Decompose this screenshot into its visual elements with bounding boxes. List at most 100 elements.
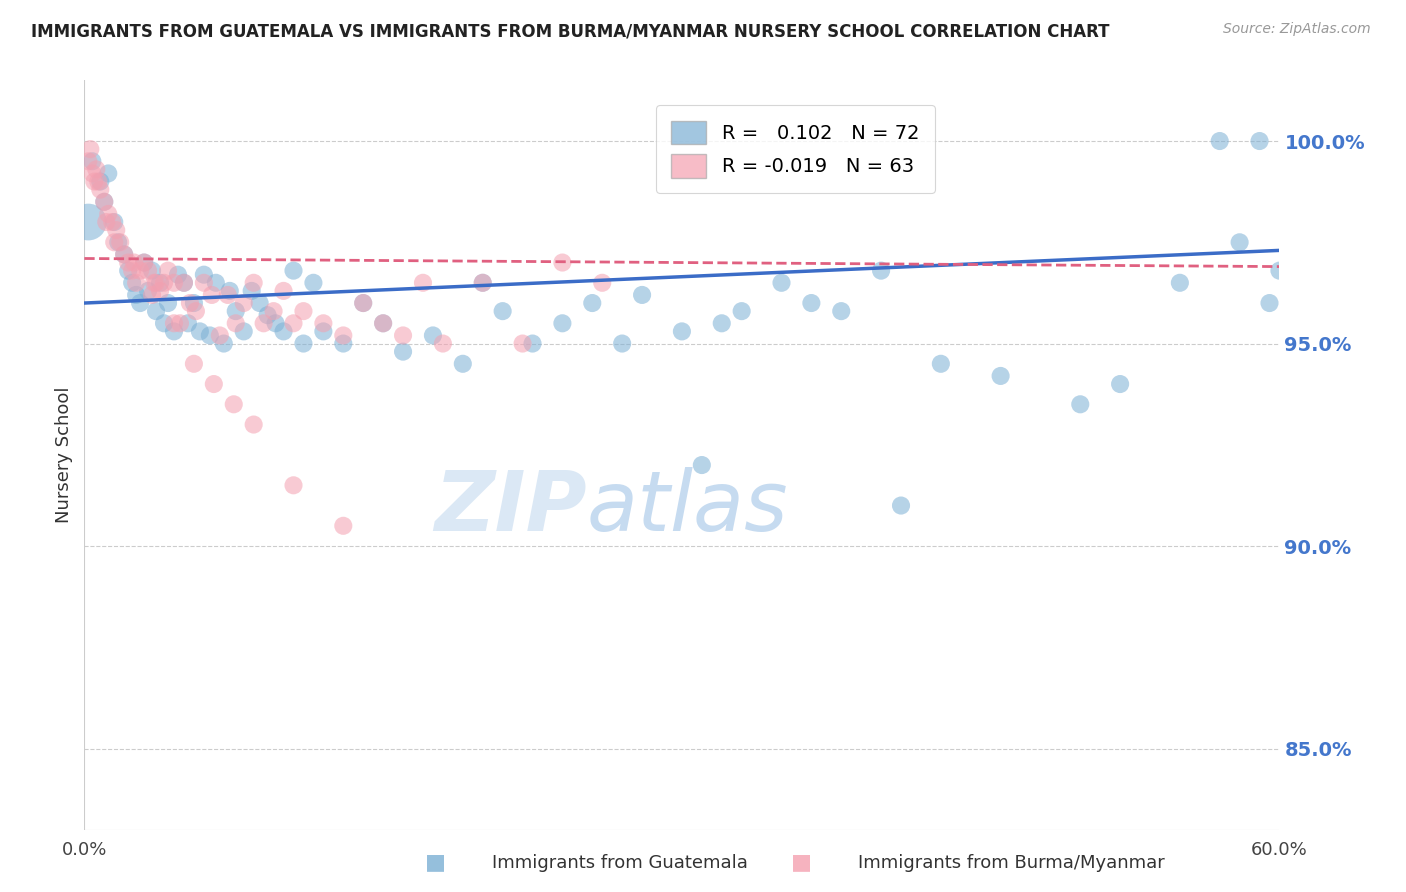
Point [612,336,634,351]
Point [103,235,125,250]
Point [671,325,693,339]
Point [551,255,574,269]
Point [522,336,544,351]
Point [167,268,190,282]
Point [184,304,207,318]
Text: Source: ZipAtlas.com: Source: ZipAtlas.com [1223,22,1371,37]
Point [208,328,231,343]
Point [332,336,354,351]
Point [392,344,415,359]
Point [1268,263,1291,277]
Point [710,316,733,330]
Point [225,304,247,318]
Point [332,328,354,343]
Point [1229,235,1251,250]
Point [149,276,172,290]
Point [283,316,305,330]
Point [256,308,278,322]
Point [145,304,167,318]
Point [292,336,315,351]
Point [183,357,205,371]
Text: Immigrants from Burma/Myanmar: Immigrants from Burma/Myanmar [858,855,1164,872]
Point [492,304,515,318]
Point [173,276,195,290]
Point [77,215,100,229]
Point [103,215,125,229]
Point [242,276,264,290]
Point [117,263,139,277]
Point [1109,377,1132,392]
Text: ■: ■ [426,853,446,872]
Point [188,325,211,339]
Point [82,166,104,180]
Point [121,263,143,277]
Point [153,316,176,330]
Point [249,296,271,310]
Point [93,194,115,209]
Point [890,499,912,513]
Point [312,325,335,339]
Point [157,263,180,277]
Point [451,357,474,371]
Text: IMMIGRANTS FROM GUATEMALA VS IMMIGRANTS FROM BURMA/MYANMAR NURSERY SCHOOL CORREL: IMMIGRANTS FROM GUATEMALA VS IMMIGRANTS … [31,22,1109,40]
Point [800,296,823,310]
Point [179,296,201,310]
Point [212,336,235,351]
Point [1258,296,1281,310]
Point [141,263,163,277]
Point [83,175,105,189]
Point [79,142,101,156]
Point [422,328,444,343]
Point [240,284,263,298]
Point [121,276,143,290]
Point [217,288,239,302]
Legend: R =   0.102   N = 72, R = -0.019   N = 63: R = 0.102 N = 72, R = -0.019 N = 63 [657,105,935,194]
Point [169,316,191,330]
Point [830,304,852,318]
Point [870,263,893,277]
Point [232,325,254,339]
Point [157,296,180,310]
Text: atlas: atlas [586,467,787,548]
Point [232,296,254,310]
Text: ■: ■ [792,853,811,872]
Point [136,284,159,298]
Point [89,183,111,197]
Point [129,296,152,310]
Point [253,316,276,330]
Point [352,296,374,310]
Point [222,397,245,411]
Point [302,276,325,290]
Point [163,325,186,339]
Point [183,296,205,310]
Point [193,268,215,282]
Point [82,154,104,169]
Point [105,223,128,237]
Point [145,276,167,290]
Point [177,316,200,330]
Point [141,288,163,302]
Point [352,296,374,310]
Point [107,235,129,250]
Point [86,162,108,177]
Point [143,276,166,290]
Point [1168,276,1191,290]
Point [770,276,793,290]
Point [631,288,654,302]
Point [201,288,224,302]
Point [283,263,305,277]
Point [218,284,240,298]
Point [97,166,120,180]
Point [225,316,247,330]
Point [273,284,295,298]
Point [77,154,100,169]
Point [87,175,110,189]
Point [432,336,454,351]
Point [242,417,264,432]
Point [132,255,156,269]
Point [990,368,1012,383]
Point [373,316,395,330]
Point [551,316,574,330]
Point [198,328,221,343]
Point [97,207,120,221]
